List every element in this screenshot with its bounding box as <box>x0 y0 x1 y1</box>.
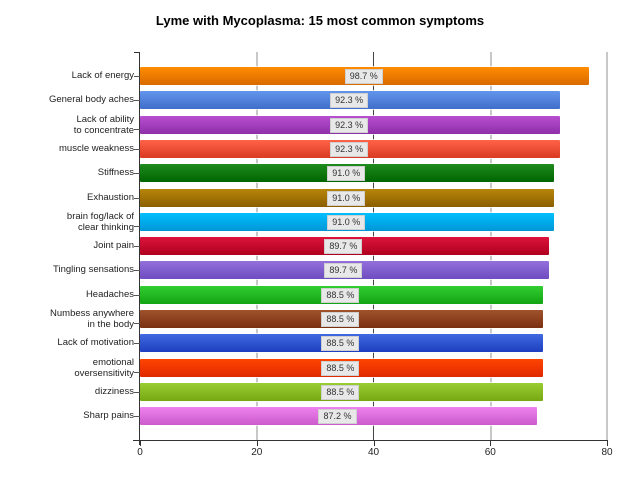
bar-value-label: 91.0 % <box>327 166 366 182</box>
bar: 91.0 % <box>140 164 555 183</box>
x-tick-label: 0 <box>137 447 143 458</box>
category-label: muscle weakness <box>59 142 134 154</box>
bar: 89.7 % <box>140 237 549 256</box>
category-label: Lack of ability to concentrate <box>73 113 134 136</box>
category-label: Lack of energy <box>71 70 134 81</box>
category-label: Exhaustion <box>86 191 134 203</box>
bar-value-label: 88.5 % <box>321 360 360 376</box>
category-label: Lack of motivation <box>57 337 134 349</box>
x-tick-label: 80 <box>601 447 613 458</box>
y-tick <box>134 270 140 272</box>
y-axis-cap <box>134 52 140 53</box>
y-tick <box>134 246 140 248</box>
y-tick <box>134 225 140 227</box>
category-label: Sharp pains <box>83 410 134 422</box>
x-tick <box>373 440 375 446</box>
y-tick <box>134 148 140 150</box>
bar: 88.5 % <box>140 310 543 328</box>
y-tick <box>134 128 140 130</box>
y-tick <box>134 343 140 345</box>
x-tick <box>607 440 608 446</box>
bar-value-label: 89.7 % <box>324 263 363 279</box>
bar: 89.7 % <box>140 261 549 280</box>
y-tick <box>134 323 140 324</box>
y-tick <box>134 391 140 393</box>
bar: 98.7 % <box>140 67 590 85</box>
bar: 92.3 % <box>140 139 561 158</box>
category-label: Headaches <box>85 288 134 300</box>
category-label: Joint pain <box>93 240 134 252</box>
category-label: General body aches <box>48 94 134 106</box>
y-tick <box>134 197 140 199</box>
y-axis <box>139 52 140 445</box>
bar: 88.5 % <box>140 285 543 304</box>
bar: 92.3 % <box>140 115 561 134</box>
category-label: Tingling sensations <box>53 264 134 276</box>
gridline-80 <box>606 52 608 440</box>
category-label: dizziness <box>94 385 134 397</box>
bar: 91.0 % <box>140 188 555 207</box>
bar-value-label: 88.5 % <box>321 287 360 303</box>
bar-value-label: 92.3 % <box>330 93 369 109</box>
bar: 91.0 % <box>140 212 555 231</box>
y-tick <box>134 416 140 418</box>
bar: 88.5 % <box>140 358 543 377</box>
bar-value-label: 88.5 % <box>321 336 360 352</box>
bar-value-label: 89.7 % <box>324 239 363 255</box>
bar-value-label: 91.0 % <box>327 214 366 230</box>
x-axis <box>133 440 607 441</box>
x-tick-label: 40 <box>367 447 380 458</box>
category-label: Numbess anywhere in the body <box>50 308 134 330</box>
bar: 92.3 % <box>140 91 561 110</box>
y-tick <box>134 100 140 102</box>
plot-area: 98.7 % 92.3 % 92.3 % 92.3 % 91.0 % 91.0 % 91.0… <box>140 52 608 440</box>
x-tick <box>140 440 141 446</box>
bar-value-label: 92.3 % <box>330 117 369 133</box>
bar-value-label: 91.0 % <box>327 190 366 206</box>
y-tick <box>134 76 140 77</box>
category-label: Stiffness <box>97 167 134 179</box>
y-tick <box>134 294 140 296</box>
bar-value-label: 87.2 % <box>318 409 357 425</box>
bar-value-label: 92.3 % <box>330 141 369 157</box>
y-tick <box>134 173 140 175</box>
bar: 88.5 % <box>140 334 543 353</box>
bar-value-label: 98.7 % <box>344 69 383 84</box>
category-label: brain fog/lack of clear thinking <box>66 210 134 233</box>
bar: 88.5 % <box>140 382 543 401</box>
x-tick <box>490 440 492 446</box>
bar-value-label: 88.5 % <box>321 384 360 400</box>
y-tick <box>134 371 140 373</box>
bar: 87.2 % <box>140 407 537 426</box>
x-tick-label: 60 <box>484 447 496 458</box>
category-label: emotional oversensitivity <box>74 356 134 379</box>
x-tick <box>256 440 258 446</box>
x-tick-label: 20 <box>251 447 263 458</box>
chart-title: Lyme with Mycoplasma: 15 most common sym… <box>155 13 485 28</box>
bar-value-label: 88.5 % <box>321 312 360 327</box>
